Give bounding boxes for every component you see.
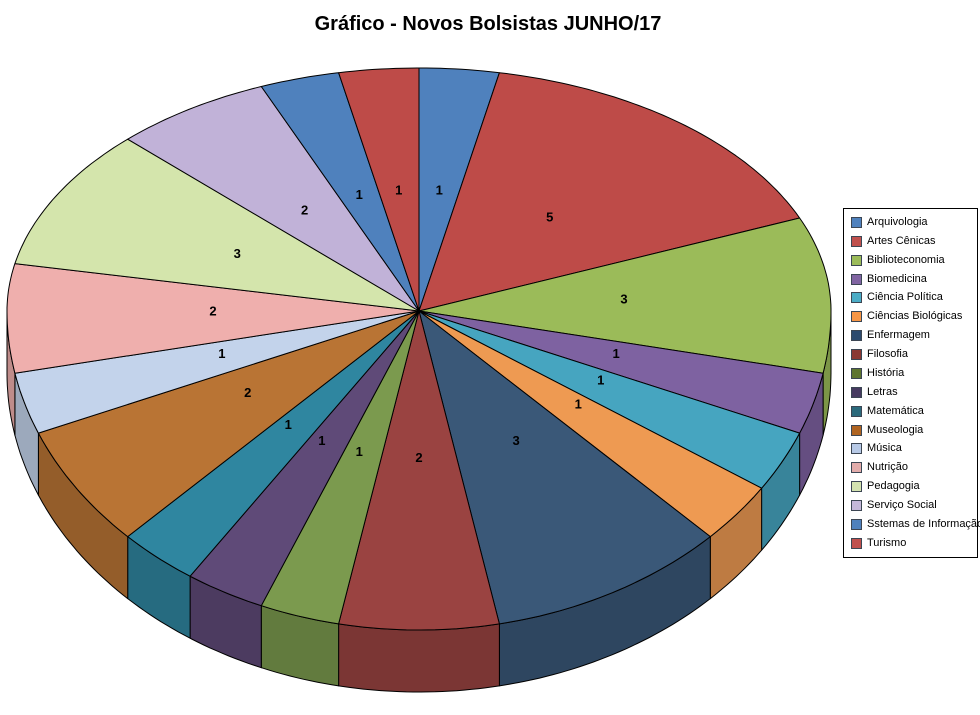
legend-item-pedagogia[interactable]: Pedagogia: [851, 480, 975, 493]
legend-swatch-icon: [851, 386, 862, 398]
pie-slice-side-filosofia[interactable]: [338, 623, 500, 693]
legend-item-biomedicina[interactable]: Biomedicina: [851, 272, 975, 285]
legend-swatch-icon: [851, 405, 862, 417]
data-label-turismo[interactable]: 1: [395, 183, 402, 198]
pie-slice-filosofia[interactable]: [338, 310, 500, 631]
data-label-filosofia[interactable]: 2: [415, 450, 422, 465]
legend-item-servico-social[interactable]: Serviço Social: [851, 499, 975, 512]
legend-item-label: Artes Cênicas: [867, 234, 936, 247]
legend-swatch-icon: [851, 500, 862, 512]
pie-slice-ciencias-biologicas[interactable]: [418, 310, 763, 538]
legend-item-historia[interactable]: História: [851, 366, 975, 379]
legend-swatch-icon: [851, 216, 862, 228]
legend-item-label: Serviço Social: [867, 499, 937, 512]
data-label-ciencias-biologicas[interactable]: 1: [575, 397, 582, 412]
legend-item-label: História: [867, 366, 905, 379]
data-label-letras[interactable]: 1: [318, 433, 325, 448]
legend-item-artes-cenicas[interactable]: Artes Cênicas: [851, 234, 975, 247]
pie-slice-pedagogia[interactable]: [14, 138, 420, 312]
legend-swatch-icon: [851, 537, 862, 549]
pie-slice-turismo[interactable]: [338, 67, 420, 312]
pie-slice-ciencia-politica[interactable]: [418, 310, 801, 489]
pie-slice-servico-social[interactable]: [127, 86, 420, 312]
legend-item-label: Turismo: [867, 536, 907, 549]
pie-slice-sstemas-de-informacao[interactable]: [260, 72, 420, 312]
legend-item-matematica[interactable]: Matemática: [851, 404, 975, 417]
legend-swatch-icon: [851, 367, 862, 379]
legend-item-label: Matemática: [867, 404, 924, 417]
pie-slice-historia[interactable]: [260, 310, 420, 625]
data-label-sstemas-de-informacao[interactable]: 1: [356, 187, 363, 202]
chart-legend: Arquivologia Artes Cênicas Biblioteconomia…: [843, 208, 980, 558]
legend-item-label: Museologia: [867, 423, 924, 436]
data-label-enfermagem[interactable]: 3: [512, 433, 519, 448]
legend-item-musica[interactable]: Música: [851, 442, 975, 455]
legend-item-label: Sstemas de Informação: [867, 517, 980, 530]
data-label-artes-cenicas[interactable]: 5: [546, 210, 553, 225]
legend-swatch-icon: [851, 443, 862, 455]
data-label-ciencia-politica[interactable]: 1: [597, 373, 604, 388]
pie-slice-biblioteconomia[interactable]: [418, 217, 832, 374]
legend-item-turismo[interactable]: Turismo: [851, 536, 975, 549]
pie-slice-biomedicina[interactable]: [418, 310, 824, 434]
pie-slice-artes-cenicas[interactable]: [418, 72, 801, 312]
legend-swatch-icon: [851, 311, 862, 323]
legend-item-label: Arquivologia: [867, 215, 928, 228]
legend-item-ciencias-biologicas[interactable]: Ciências Biológicas: [851, 310, 975, 323]
data-label-historia[interactable]: 1: [356, 444, 363, 459]
legend-item-label: Música: [867, 442, 902, 455]
legend-swatch-icon: [851, 235, 862, 247]
legend-swatch-icon: [851, 292, 862, 304]
data-label-nutricao[interactable]: 2: [209, 304, 216, 319]
legend-item-label: Pedagogia: [867, 480, 920, 493]
pie-slice-nutricao[interactable]: [6, 263, 420, 374]
legend-swatch-icon: [851, 481, 862, 493]
pie-slice-letras[interactable]: [189, 310, 420, 607]
data-label-biomedicina[interactable]: 1: [612, 346, 619, 361]
pie-slice-musica[interactable]: [14, 310, 420, 434]
legend-swatch-icon: [851, 349, 862, 361]
legend-swatch-icon: [851, 273, 862, 285]
data-label-museologia[interactable]: 2: [244, 385, 251, 400]
legend-item-label: Enfermagem: [867, 329, 930, 342]
data-label-pedagogia[interactable]: 3: [234, 246, 241, 261]
pie-slice-museologia[interactable]: [37, 310, 420, 538]
legend-swatch-icon: [851, 254, 862, 266]
pie-slice-matematica[interactable]: [127, 310, 420, 577]
legend-item-filosofia[interactable]: Filosofia: [851, 348, 975, 361]
legend-item-label: Biomedicina: [867, 272, 927, 285]
legend-item-nutricao[interactable]: Nutrição: [851, 461, 975, 474]
data-label-arquivologia[interactable]: 1: [436, 183, 443, 198]
legend-item-ciencia-politica[interactable]: Ciência Política: [851, 291, 975, 304]
legend-swatch-icon: [851, 330, 862, 342]
legend-item-label: Filosofia: [867, 348, 908, 361]
legend-item-label: Nutrição: [867, 461, 908, 474]
legend-swatch-icon: [851, 424, 862, 436]
legend-item-letras[interactable]: Letras: [851, 385, 975, 398]
data-label-musica[interactable]: 1: [218, 346, 225, 361]
chart-title[interactable]: Gráfico - Novos Bolsistas JUNHO/17: [314, 13, 662, 35]
legend-item-label: Ciência Política: [867, 291, 943, 304]
data-label-servico-social[interactable]: 2: [301, 203, 308, 218]
legend-item-label: Ciências Biológicas: [867, 310, 963, 323]
legend-swatch-icon: [851, 462, 862, 474]
legend-item-museologia[interactable]: Museologia: [851, 423, 975, 436]
pie-slice-enfermagem[interactable]: [418, 310, 711, 625]
legend-item-enfermagem[interactable]: Enfermagem: [851, 329, 975, 342]
legend-item-sstemas-de-informacao[interactable]: Sstemas de Informação: [851, 518, 980, 530]
data-label-matematica[interactable]: 1: [285, 417, 292, 432]
legend-swatch-icon: [851, 518, 862, 530]
legend-item-biblioteconomia[interactable]: Biblioteconomia: [851, 253, 975, 266]
legend-item-label: Biblioteconomia: [867, 253, 945, 266]
legend-item-label: Letras: [867, 385, 898, 398]
legend-item-arquivologia[interactable]: Arquivologia: [851, 215, 975, 228]
data-label-biblioteconomia[interactable]: 3: [620, 292, 627, 307]
